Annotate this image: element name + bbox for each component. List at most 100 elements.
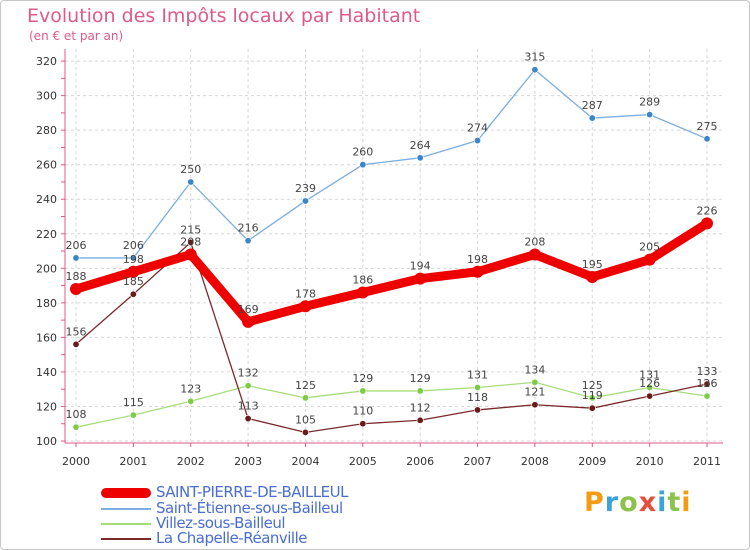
series-line	[75, 381, 708, 428]
data-point	[187, 238, 195, 246]
data-point	[703, 392, 711, 400]
data-point	[646, 383, 654, 391]
y-tick-label: 200	[36, 262, 57, 275]
data-point	[70, 283, 82, 296]
data-label: 260	[352, 146, 373, 159]
y-tick-label: 280	[36, 124, 57, 137]
y-tick-label: 240	[36, 193, 57, 206]
data-label: 110	[352, 405, 373, 418]
data-point	[301, 394, 309, 402]
data-label: 123	[180, 382, 201, 395]
x-tick-label: 2008	[521, 455, 549, 468]
data-label: 129	[352, 372, 373, 385]
data-label: 105	[295, 413, 316, 426]
data-point	[414, 272, 427, 285]
data-label: 216	[238, 222, 259, 235]
x-tick-label: 2011	[693, 455, 721, 468]
data-label: 156	[66, 325, 87, 338]
data-label: 121	[524, 386, 545, 399]
data-point	[129, 290, 137, 298]
legend-label: Villez-sous-Bailleul	[156, 514, 286, 532]
data-label: 119	[582, 389, 603, 402]
logo-letter: P	[584, 487, 605, 518]
logo-letter: x	[638, 487, 658, 518]
series-line	[75, 241, 708, 434]
legend-swatch	[101, 488, 151, 498]
x-tick-label: 2004	[291, 455, 319, 468]
data-label: 178	[295, 287, 316, 300]
data-label: 131	[639, 368, 660, 381]
data-label: 132	[238, 367, 259, 380]
data-label: 126	[639, 377, 660, 390]
data-label: 131	[467, 368, 488, 381]
legend-label: Saint-Étienne-sous-Bailleul	[156, 499, 343, 517]
data-point	[474, 406, 482, 414]
data-point	[244, 415, 252, 423]
data-label: 125	[295, 379, 316, 392]
data-point	[127, 265, 140, 278]
data-point	[471, 265, 484, 278]
data-point	[703, 380, 711, 388]
data-label: 118	[467, 391, 488, 404]
legend-label: SAINT-PIERRE-DE-BAILLEUL	[156, 483, 349, 501]
data-point	[528, 248, 541, 261]
data-point	[586, 270, 599, 283]
data-label: 315	[524, 51, 545, 64]
data-label: 169	[238, 303, 259, 316]
y-tick-label: 180	[36, 297, 57, 310]
data-point	[588, 114, 596, 122]
data-label: 198	[123, 253, 144, 266]
data-label: 194	[410, 260, 431, 273]
data-label: 125	[582, 379, 603, 392]
x-tick-label: 2003	[234, 455, 262, 468]
data-point	[416, 387, 424, 395]
x-tick-label: 2000	[62, 455, 90, 468]
grid-layer	[65, 49, 723, 442]
data-point	[416, 416, 424, 424]
legend-swatch	[101, 538, 151, 540]
data-label: 126	[697, 377, 718, 390]
data-point	[301, 428, 309, 436]
data-label: 274	[467, 122, 488, 135]
data-label: 206	[66, 239, 87, 252]
y-tick-label: 220	[36, 228, 57, 241]
logo-letter: i	[681, 487, 692, 518]
logo-letter: r	[604, 487, 620, 518]
data-label: 188	[66, 270, 87, 283]
data-label: 250	[180, 163, 201, 176]
x-tick-label: 2005	[349, 455, 377, 468]
data-label: 108	[66, 408, 87, 421]
y-tick-label: 120	[36, 400, 57, 413]
logo-letter: o	[619, 487, 639, 518]
data-label: 289	[639, 96, 660, 109]
x-tick-label: 2009	[578, 455, 606, 468]
data-label: 208	[524, 235, 545, 248]
data-label: 186	[352, 273, 373, 286]
logo-letter: t	[667, 487, 682, 518]
data-label: 129	[410, 372, 431, 385]
data-point	[187, 397, 195, 405]
data-point	[588, 394, 596, 402]
legend-swatch	[101, 508, 151, 510]
data-point	[242, 315, 255, 328]
logo-letter: i	[657, 487, 668, 518]
data-point	[129, 411, 137, 419]
data-point	[531, 401, 539, 409]
data-point	[187, 178, 195, 186]
axis-layer: 100 120 140 160 180 200 220 240 260 280 300 320 2000…	[36, 49, 723, 468]
data-point	[356, 286, 369, 299]
data-label: 112	[410, 401, 431, 414]
data-label: 275	[697, 120, 718, 133]
data-point	[703, 135, 711, 143]
data-point	[72, 423, 80, 431]
chart-title: Evolution des Impôts locaux par Habitant	[27, 5, 421, 27]
data-point	[72, 340, 80, 348]
data-label: 115	[123, 396, 144, 409]
x-tick-label: 2001	[119, 455, 147, 468]
label-layer: 206 206 250 216 239 260 264 274 315 287 289 275 108 1…	[66, 51, 718, 427]
x-tick-label: 2006	[406, 455, 434, 468]
data-point	[643, 253, 656, 266]
data-point	[531, 66, 539, 74]
legend-swatch	[101, 523, 151, 525]
